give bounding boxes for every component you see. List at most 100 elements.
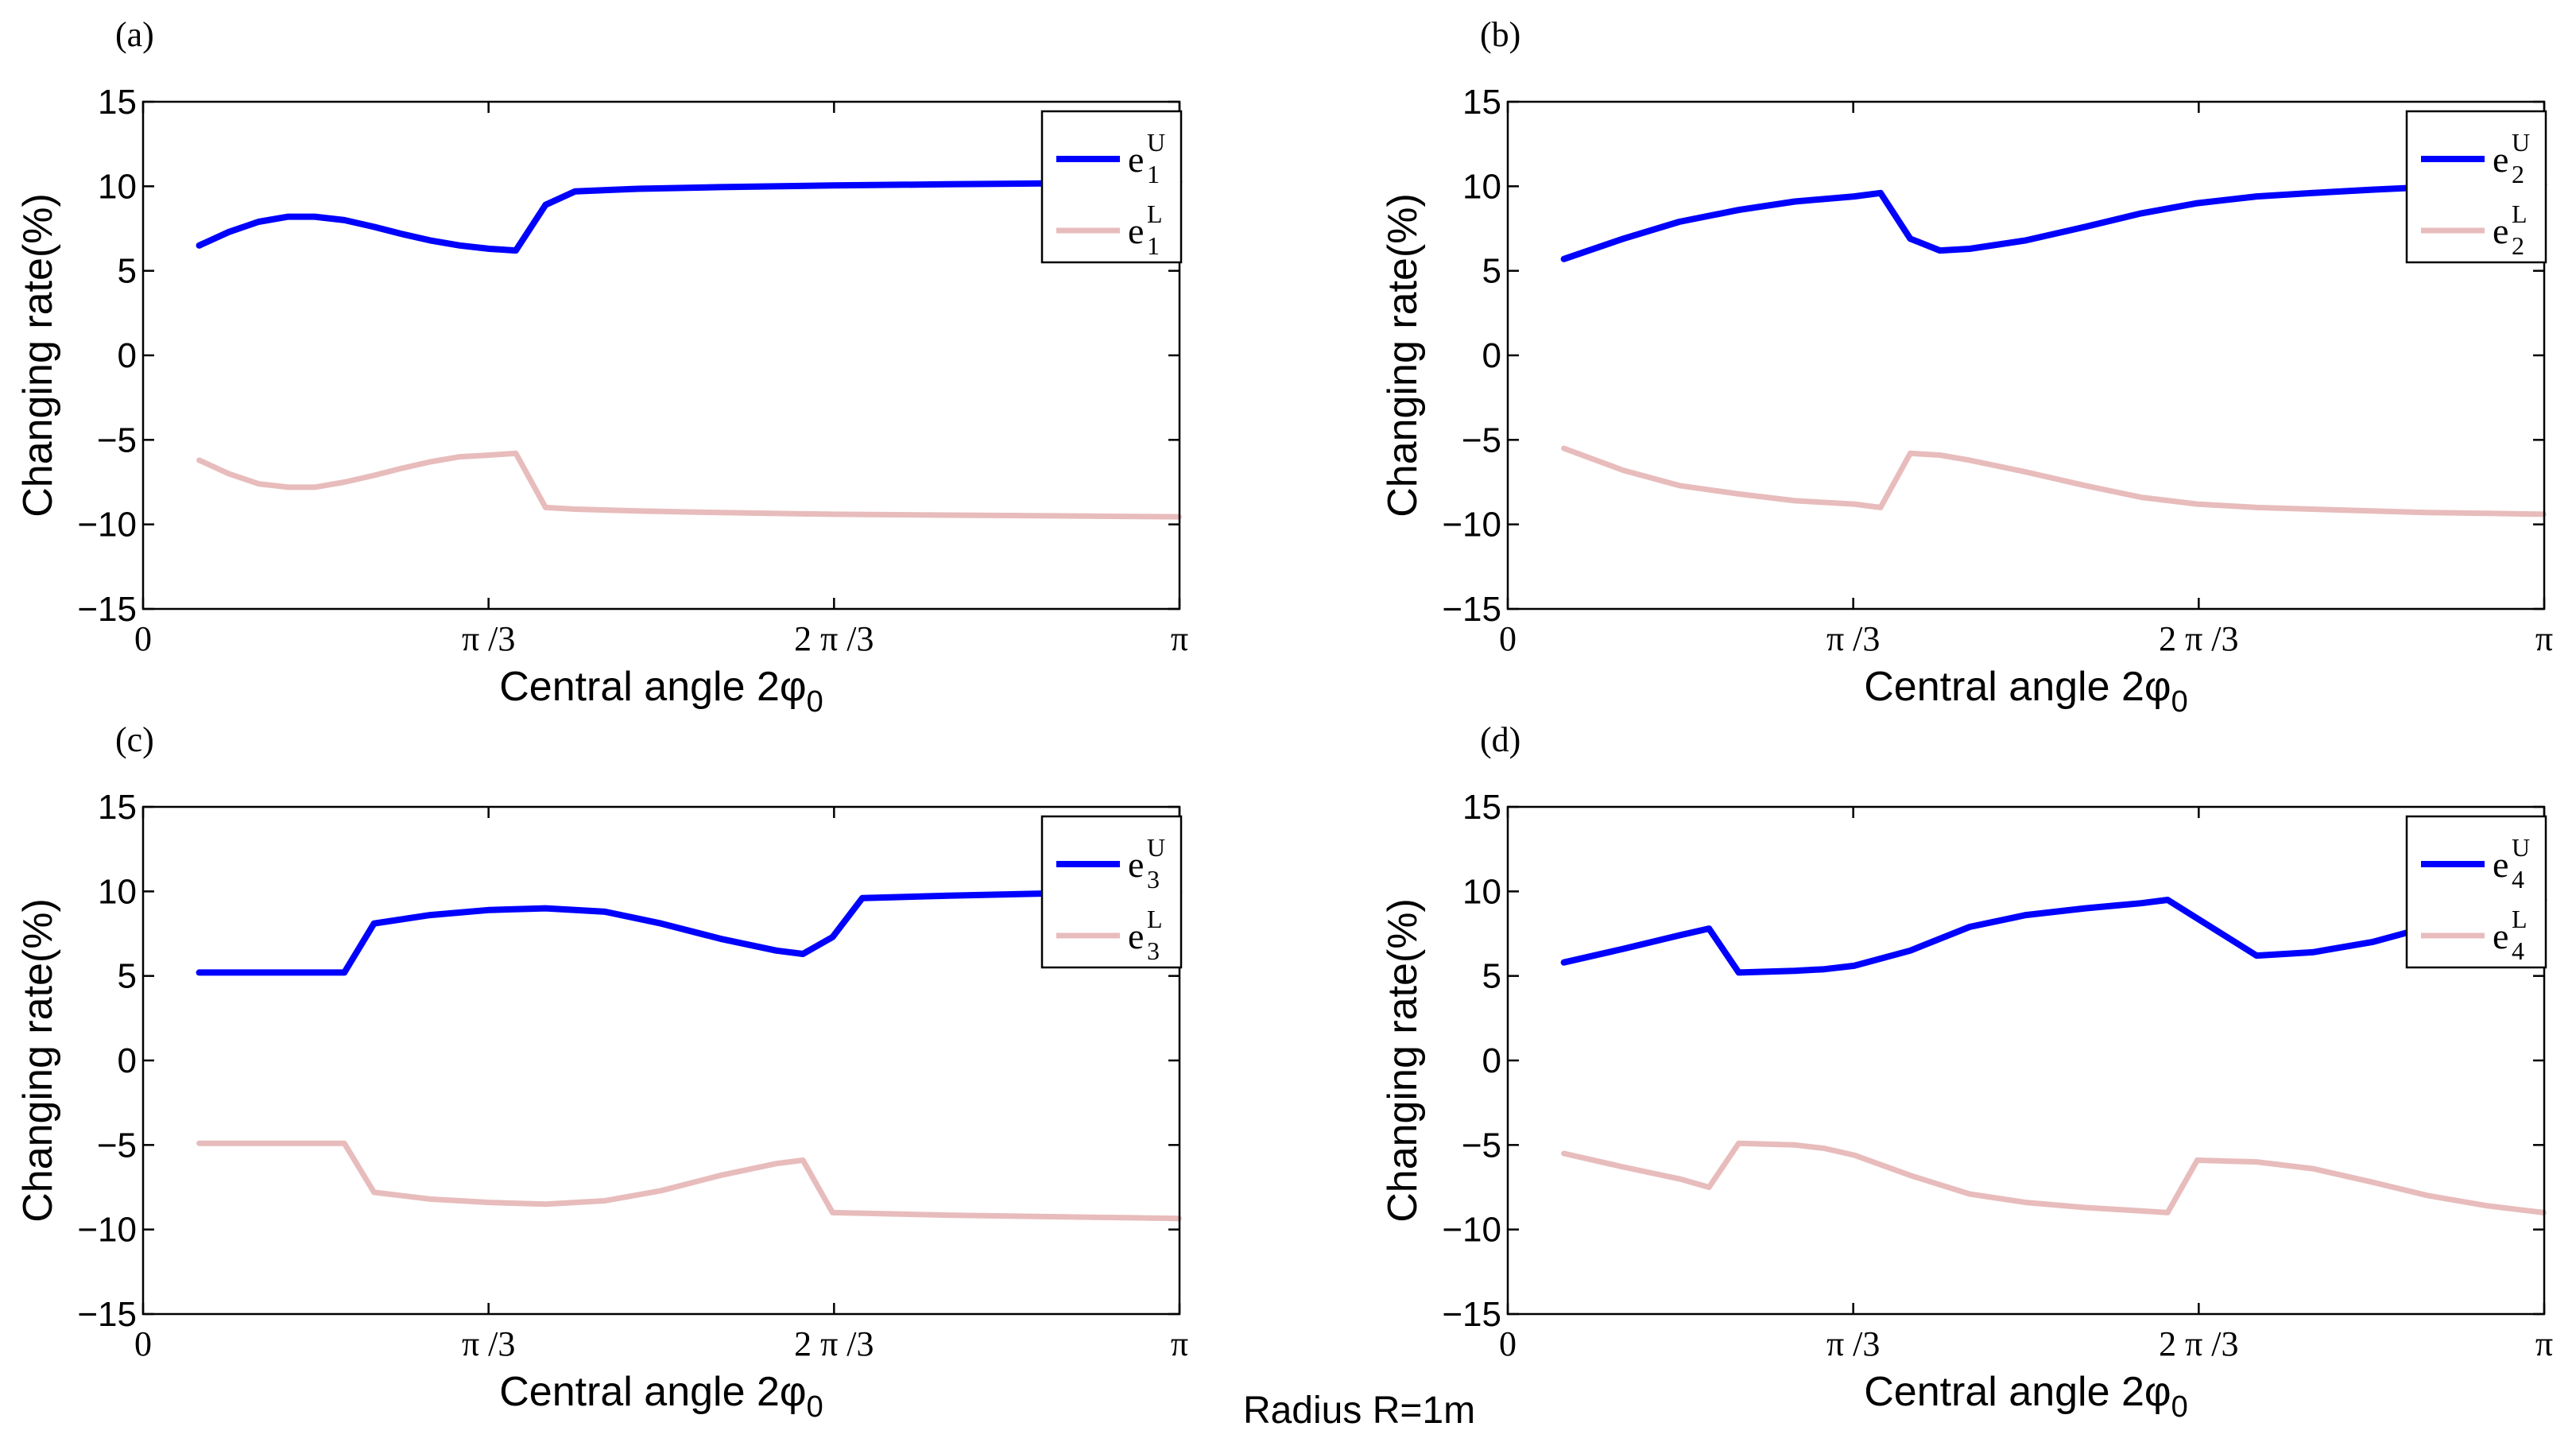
y-tick-label: 15 [1462, 83, 1501, 122]
y-tick-label: −5 [1462, 1126, 1501, 1165]
y-tick-label: −10 [1442, 506, 1501, 545]
series-line-e4L [1561, 1140, 2547, 1215]
y-tick-label: 0 [118, 336, 137, 375]
legend-label-e1L: e [1128, 211, 1144, 251]
legend: e U4e L4 [2405, 815, 2547, 969]
x-tick-label: 0 [134, 619, 152, 658]
legend-box [1040, 110, 1183, 264]
legend: e U1e L1 [1040, 110, 1183, 264]
y-tick-label: −10 [77, 1211, 137, 1250]
x-axis-title: Central angle 2φ0 [499, 664, 823, 719]
legend-sub-e3L: 3 [1147, 936, 1160, 965]
x-tick-label: 2 π /3 [2159, 1324, 2238, 1363]
legend-sup-e2L: L [2512, 200, 2528, 228]
legend-sub-e2U: 2 [2512, 160, 2524, 188]
y-tick-label: 15 [1462, 788, 1501, 827]
y-axis-title: Changing rate(%) [15, 193, 61, 518]
x-tick-label: 0 [1499, 1324, 1517, 1363]
panel-label: (d) [1480, 720, 1520, 759]
y-tick-label: 15 [98, 83, 137, 122]
y-tick-label: −15 [1442, 1295, 1501, 1334]
series-line-e1L [196, 450, 1182, 520]
x-tick-label: 2 π /3 [794, 1324, 874, 1363]
legend-box [2405, 815, 2547, 969]
panel-label: (a) [115, 15, 154, 54]
panel-label: (c) [115, 720, 154, 759]
y-tick-label: −10 [1442, 1211, 1501, 1250]
legend-sup-e1L: L [1147, 200, 1163, 228]
x-tick-label: π [2535, 619, 2553, 658]
legend-box [2405, 110, 2547, 264]
y-tick-label: 10 [1462, 872, 1501, 911]
legend-sup-e2U: U [2512, 128, 2530, 157]
y-tick-label: 0 [1482, 1041, 1501, 1080]
x-tick-label: 0 [134, 1324, 152, 1363]
legend-sub-e3U: 3 [1147, 865, 1160, 894]
legend-label-e3U: e [1128, 844, 1144, 885]
legend-sup-e4U: U [2512, 833, 2530, 862]
y-axis-title: Changing rate(%) [1380, 898, 1426, 1223]
legend-sub-e2L: 2 [2512, 231, 2524, 260]
x-tick-label: 2 π /3 [2159, 619, 2238, 658]
x-axis-title: Central angle 2φ0 [499, 1369, 823, 1424]
legend-label-e4U: e [2493, 844, 2508, 885]
legend-label-e2L: e [2493, 211, 2508, 251]
legend-sup-e3U: U [1147, 833, 1165, 862]
legend-label-e2U: e [2493, 139, 2508, 180]
y-tick-label: 10 [98, 167, 137, 206]
legend: e U3e L3 [1040, 815, 1183, 969]
figure-caption: Radius R=1m [1243, 1390, 1475, 1432]
y-axis-title: Changing rate(%) [15, 898, 61, 1223]
plot-frame [141, 805, 1181, 1316]
y-tick-label: 0 [1482, 336, 1501, 375]
y-tick-label: −15 [77, 1295, 137, 1334]
x-tick-label: π /3 [1826, 1324, 1880, 1363]
legend-sub-e1L: 1 [1147, 231, 1160, 260]
y-tick-label: −10 [77, 506, 137, 545]
series-line-e1U [196, 179, 1183, 254]
y-tick-label: 10 [98, 872, 137, 911]
x-tick-label: π /3 [1826, 619, 1880, 658]
series-line-e3L [196, 1140, 1182, 1222]
y-tick-label: 15 [98, 788, 137, 827]
legend: e U2e L2 [2405, 110, 2547, 264]
series-line-e2L [1561, 445, 2547, 518]
y-tick-label: 5 [1482, 252, 1501, 291]
legend-box [1040, 815, 1183, 969]
y-tick-label: 5 [118, 957, 137, 996]
legend-sub-e4U: 4 [2512, 865, 2524, 894]
y-tick-label: 5 [1482, 957, 1501, 996]
legend-label-e1U: e [1128, 139, 1144, 180]
legend-label-e4L: e [2493, 916, 2508, 956]
panel-label: (b) [1480, 15, 1520, 54]
y-tick-label: −5 [97, 1126, 137, 1165]
series-line-e4U [1560, 897, 2547, 976]
y-tick-label: 10 [1462, 167, 1501, 206]
x-axis-title: Central angle 2φ0 [1864, 1369, 2188, 1424]
y-tick-label: 5 [118, 252, 137, 291]
x-axis-title: Central angle 2φ0 [1864, 664, 2188, 719]
y-tick-label: 0 [118, 1041, 137, 1080]
y-tick-label: −5 [97, 421, 137, 459]
plot-frame [141, 100, 1181, 611]
legend-sub-e1U: 1 [1147, 160, 1160, 188]
x-tick-label: 2 π /3 [794, 619, 874, 658]
legend-sub-e4L: 4 [2512, 936, 2524, 965]
plot-frame [1506, 805, 2546, 1316]
y-tick-label: −5 [1462, 421, 1501, 459]
y-tick-label: −15 [77, 590, 137, 629]
x-tick-label: 0 [1499, 619, 1517, 658]
legend-sup-e1U: U [1147, 128, 1165, 157]
x-tick-label: π [1171, 1324, 1188, 1363]
series-line-e2U [1560, 181, 2547, 262]
x-tick-label: π [1171, 619, 1188, 658]
x-tick-label: π /3 [462, 1324, 515, 1363]
y-tick-label: −15 [1442, 590, 1501, 629]
legend-sup-e4L: L [2512, 905, 2528, 933]
x-tick-label: π /3 [462, 619, 515, 658]
